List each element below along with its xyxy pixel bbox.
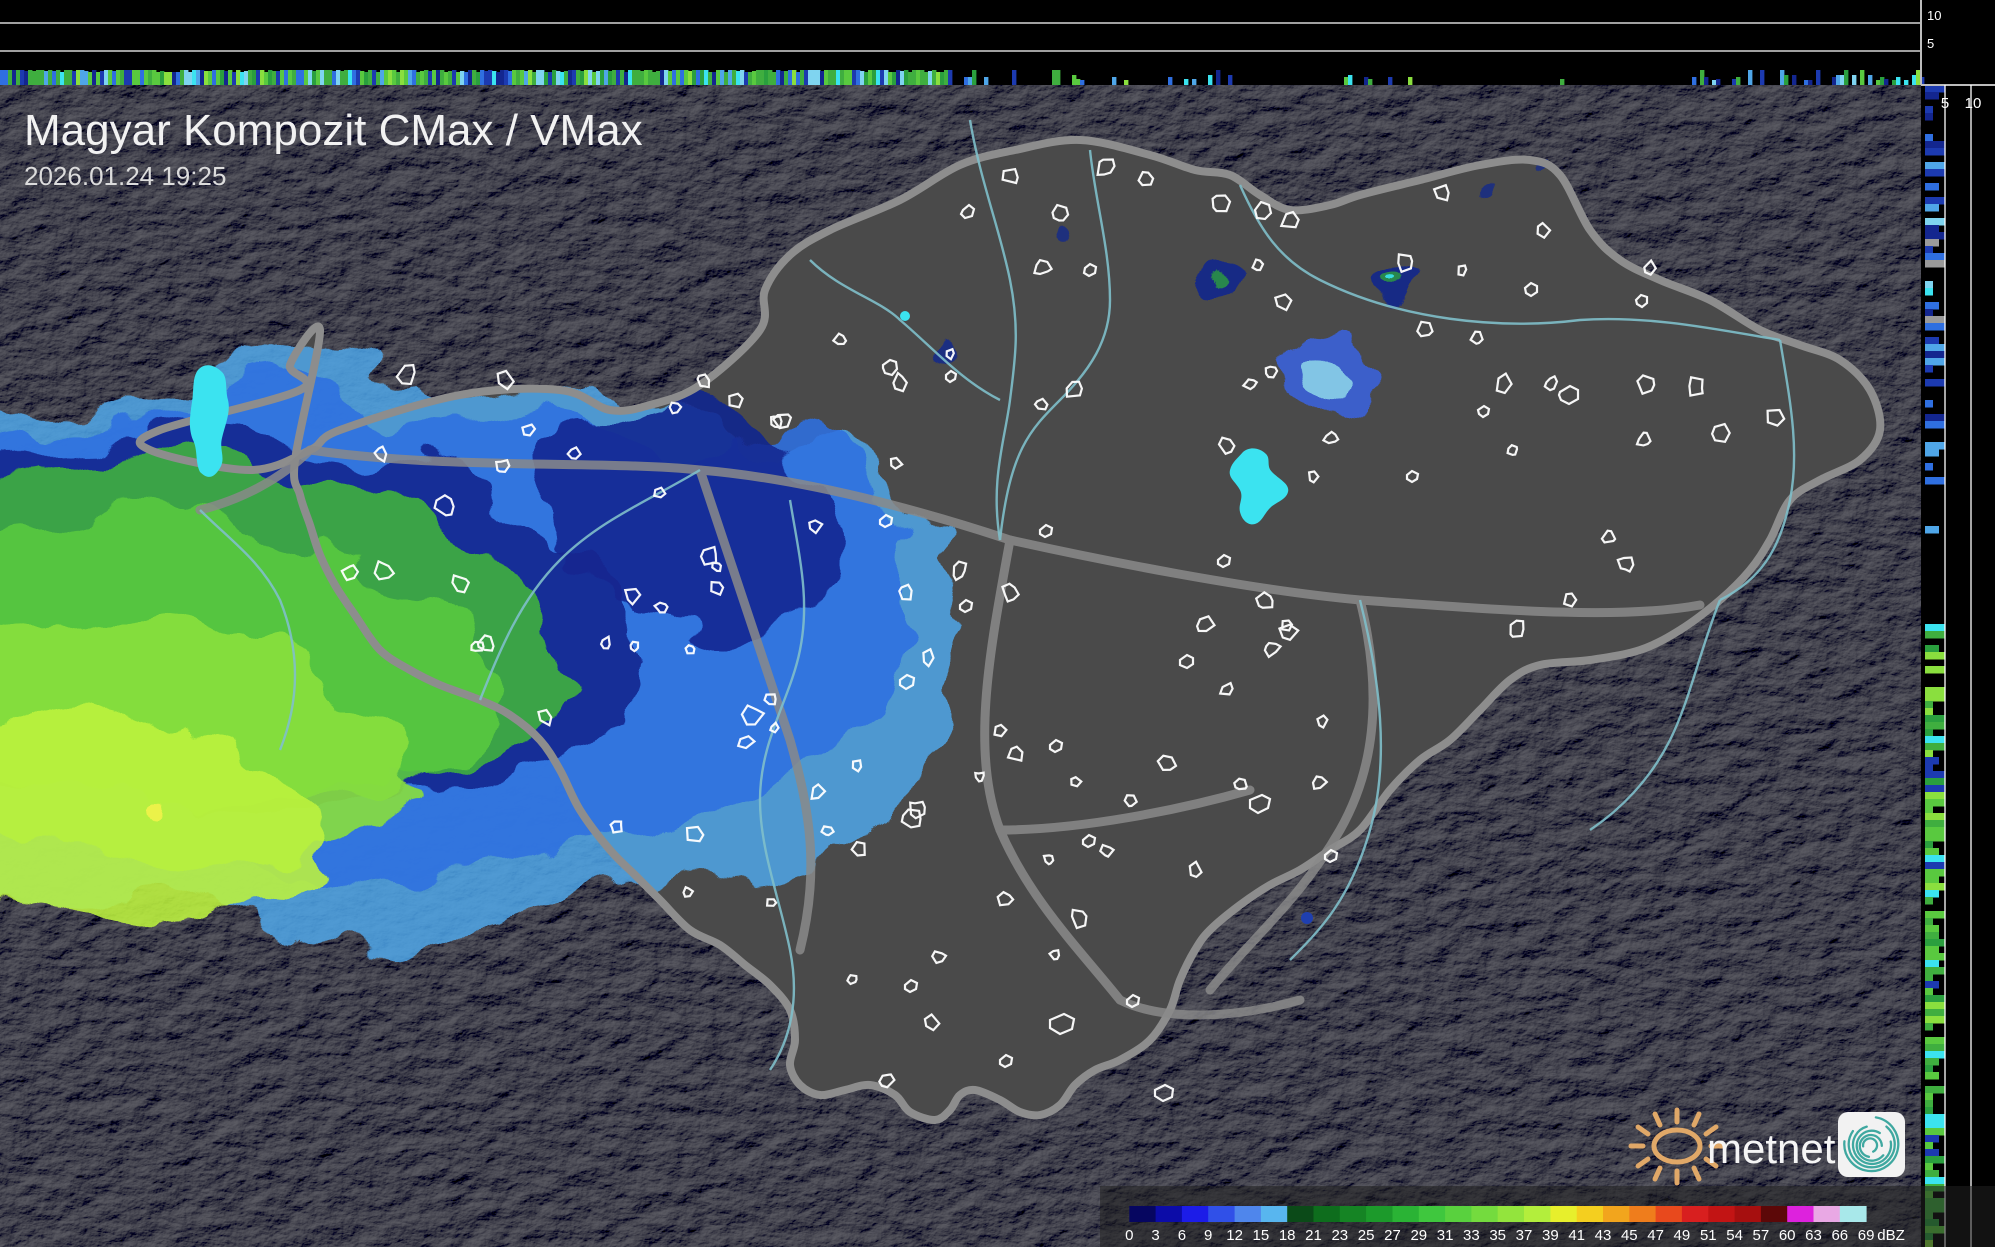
svg-text:27: 27 — [1384, 1227, 1401, 1244]
svg-text:5: 5 — [1927, 36, 1934, 51]
svg-text:47: 47 — [1647, 1227, 1664, 1244]
svg-text:31: 31 — [1437, 1227, 1454, 1244]
svg-text:5: 5 — [1941, 95, 1949, 112]
svg-text:3: 3 — [1151, 1227, 1159, 1244]
svg-text:39: 39 — [1542, 1227, 1559, 1244]
svg-text:10: 10 — [1927, 8, 1941, 23]
svg-text:66: 66 — [1831, 1227, 1848, 1244]
svg-text:33: 33 — [1463, 1227, 1480, 1244]
svg-text:9: 9 — [1204, 1227, 1212, 1244]
svg-text:41: 41 — [1568, 1227, 1585, 1244]
svg-text:45: 45 — [1621, 1227, 1638, 1244]
svg-text:dBZ: dBZ — [1877, 1227, 1905, 1244]
svg-text:0: 0 — [1125, 1227, 1133, 1244]
svg-text:15: 15 — [1253, 1227, 1270, 1244]
svg-text:51: 51 — [1700, 1227, 1717, 1244]
svg-text:21: 21 — [1305, 1227, 1322, 1244]
svg-text:Magyar Kompozit CMax / VMax: Magyar Kompozit CMax / VMax — [24, 106, 643, 155]
svg-text:63: 63 — [1805, 1227, 1822, 1244]
svg-text:18: 18 — [1279, 1227, 1296, 1244]
svg-text:43: 43 — [1595, 1227, 1612, 1244]
svg-text:23: 23 — [1331, 1227, 1348, 1244]
svg-text:69: 69 — [1858, 1227, 1875, 1244]
svg-text:metnet: metnet — [1707, 1125, 1836, 1172]
svg-text:37: 37 — [1516, 1227, 1533, 1244]
svg-text:35: 35 — [1489, 1227, 1506, 1244]
svg-text:49: 49 — [1674, 1227, 1691, 1244]
svg-text:54: 54 — [1726, 1227, 1743, 1244]
svg-text:29: 29 — [1410, 1227, 1427, 1244]
svg-text:6: 6 — [1178, 1227, 1186, 1244]
svg-text:2026.01.24 19:25: 2026.01.24 19:25 — [24, 161, 226, 191]
svg-text:60: 60 — [1779, 1227, 1796, 1244]
svg-text:57: 57 — [1753, 1227, 1770, 1244]
svg-text:10: 10 — [1965, 95, 1982, 112]
svg-text:25: 25 — [1358, 1227, 1375, 1244]
svg-text:12: 12 — [1226, 1227, 1243, 1244]
